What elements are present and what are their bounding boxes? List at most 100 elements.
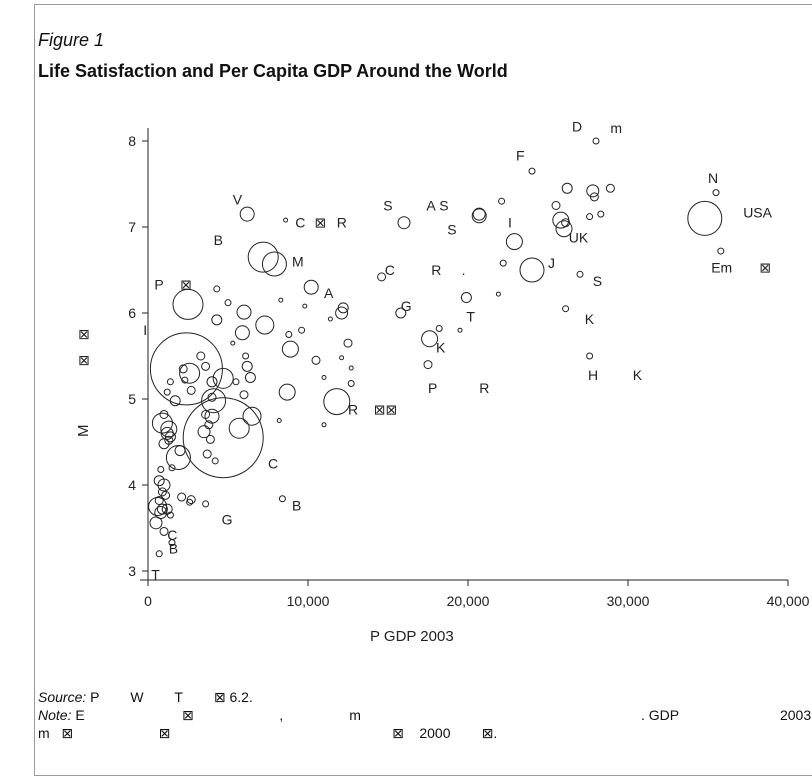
data-point bbox=[234, 325, 250, 341]
data-point bbox=[505, 233, 523, 251]
point-label: G bbox=[222, 511, 233, 527]
data-point bbox=[164, 431, 176, 443]
point-label: S bbox=[383, 198, 392, 214]
point-label: D bbox=[572, 118, 582, 134]
data-point bbox=[586, 352, 594, 360]
data-point bbox=[155, 550, 163, 558]
data-point bbox=[435, 324, 443, 332]
data-point bbox=[247, 241, 279, 273]
y-tick-label: 3 bbox=[128, 563, 136, 579]
figure-title: Life Satisfaction and Per Capita GDP Aro… bbox=[38, 61, 508, 81]
data-point bbox=[561, 182, 573, 194]
y-tick-label: 7 bbox=[128, 219, 136, 235]
point-label: R bbox=[479, 380, 489, 396]
data-point bbox=[717, 247, 725, 255]
x-tick-label: 10,000 bbox=[287, 593, 330, 609]
data-point bbox=[712, 189, 720, 197]
data-point bbox=[327, 316, 333, 322]
data-point bbox=[204, 408, 220, 424]
data-point bbox=[212, 367, 234, 389]
point-label: ⊠⊠ bbox=[374, 401, 397, 417]
point-label: N bbox=[708, 170, 718, 186]
data-point bbox=[278, 297, 284, 303]
data-point bbox=[281, 340, 299, 358]
margin-label: ⊠ bbox=[78, 326, 90, 342]
data-point bbox=[201, 388, 227, 414]
y-tick-label: 5 bbox=[128, 391, 136, 407]
data-point bbox=[562, 305, 570, 313]
data-point bbox=[321, 422, 327, 428]
data-point bbox=[597, 210, 605, 218]
data-point bbox=[605, 183, 615, 193]
data-point bbox=[278, 495, 286, 503]
data-point bbox=[186, 495, 196, 505]
point-label: m bbox=[610, 120, 622, 136]
data-point bbox=[239, 206, 255, 222]
data-point bbox=[157, 466, 165, 474]
point-label: ⊠ bbox=[180, 277, 192, 293]
data-point bbox=[197, 425, 211, 439]
data-point bbox=[285, 331, 293, 338]
data-point bbox=[242, 406, 262, 426]
figure-label: Figure 1 bbox=[38, 30, 105, 50]
data-point bbox=[472, 207, 486, 221]
data-point bbox=[230, 340, 236, 346]
point-label: J bbox=[548, 255, 555, 271]
data-point bbox=[298, 326, 306, 334]
point-label: G bbox=[401, 298, 412, 314]
x-axis-title: P GDP 2003 bbox=[370, 628, 454, 645]
point-label: T bbox=[151, 566, 160, 582]
x-tick-label: 0 bbox=[144, 593, 152, 609]
data-point bbox=[519, 257, 545, 283]
point-label: K bbox=[436, 339, 446, 355]
data-point bbox=[586, 213, 594, 221]
point-label: S bbox=[439, 198, 448, 214]
chart-points bbox=[148, 137, 725, 558]
point-label: C bbox=[167, 527, 177, 543]
data-point bbox=[552, 211, 570, 229]
point-label: Em bbox=[711, 259, 732, 275]
data-point bbox=[228, 417, 250, 439]
data-point bbox=[348, 365, 354, 371]
point-label: S bbox=[447, 222, 456, 238]
point-label: A bbox=[324, 285, 334, 301]
data-point bbox=[589, 192, 599, 202]
note-lead: Note: bbox=[38, 707, 72, 723]
data-point bbox=[495, 291, 501, 297]
data-point bbox=[157, 487, 167, 497]
data-point bbox=[205, 434, 215, 444]
x-tick-label: 40,000 bbox=[767, 593, 810, 609]
data-point bbox=[182, 397, 264, 479]
data-point bbox=[283, 217, 289, 223]
data-point bbox=[302, 303, 308, 309]
point-label: ⊠ bbox=[759, 259, 771, 275]
data-point bbox=[154, 495, 164, 505]
data-point bbox=[151, 412, 173, 434]
data-point bbox=[163, 388, 171, 396]
point-label: ⊠ bbox=[314, 215, 326, 231]
data-point bbox=[261, 251, 287, 277]
data-point bbox=[211, 457, 219, 465]
data-point bbox=[161, 490, 171, 500]
data-point bbox=[160, 420, 178, 438]
x-tick-label: 20,000 bbox=[447, 593, 490, 609]
data-point bbox=[242, 352, 250, 360]
data-point bbox=[239, 390, 249, 400]
y-axis-title: M bbox=[75, 425, 92, 438]
data-point bbox=[177, 492, 187, 502]
point-label: K bbox=[633, 367, 643, 383]
point-label: I bbox=[143, 322, 147, 338]
source-note: Source: P W T ⊠ 6.2. bbox=[38, 688, 808, 706]
data-point bbox=[377, 272, 387, 282]
figure-footnotes: Source: P W T ⊠ 6.2. Note: E ⊠ , m . GDP bbox=[38, 688, 811, 742]
data-point bbox=[321, 375, 327, 380]
data-point bbox=[276, 418, 282, 423]
data-point bbox=[460, 292, 472, 304]
point-label: B bbox=[169, 541, 178, 557]
source-lead: Source: bbox=[38, 689, 87, 705]
data-point bbox=[186, 498, 194, 506]
point-label: B bbox=[214, 232, 223, 248]
chart-axes: 3 4 5 6 7 8 0 10,000 20,000 30,000 40,000 bbox=[128, 128, 810, 609]
